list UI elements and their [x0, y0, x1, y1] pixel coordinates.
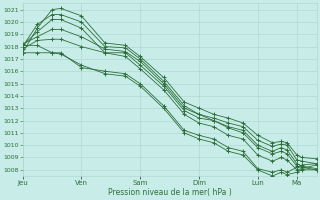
- X-axis label: Pression niveau de la mer( hPa ): Pression niveau de la mer( hPa ): [108, 188, 231, 197]
